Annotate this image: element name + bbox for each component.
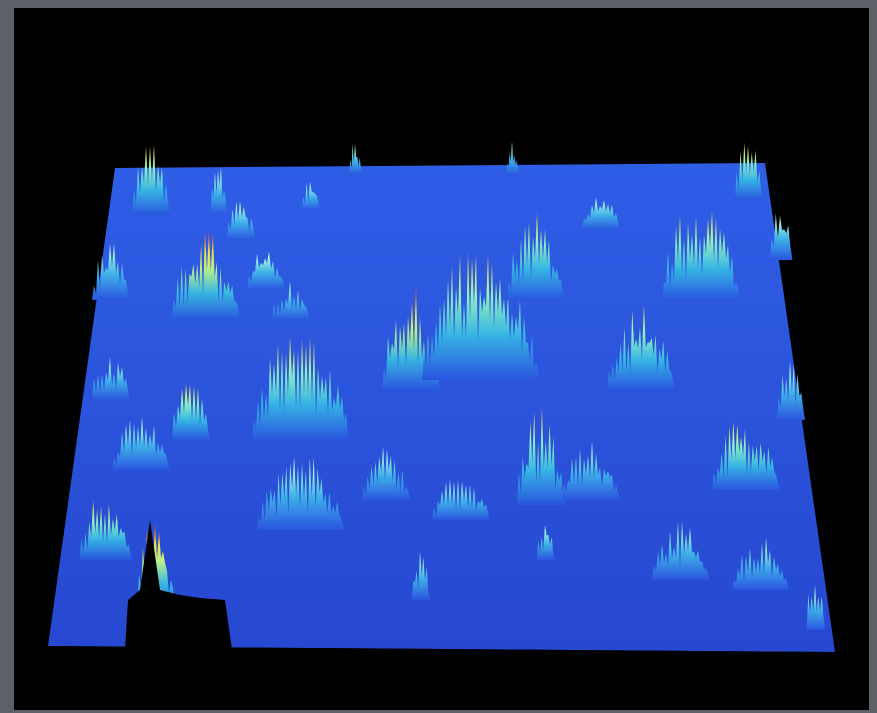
peak bbox=[650, 521, 710, 580]
peak bbox=[170, 384, 210, 440]
peak bbox=[660, 211, 740, 300]
peak bbox=[130, 144, 170, 215]
peak bbox=[110, 416, 170, 470]
peak bbox=[170, 228, 240, 320]
peak bbox=[245, 251, 285, 290]
peak bbox=[420, 252, 540, 380]
peak bbox=[535, 524, 555, 560]
peak bbox=[348, 144, 362, 175]
peak bbox=[560, 440, 620, 500]
peak bbox=[90, 243, 130, 300]
peak bbox=[505, 212, 565, 300]
peak bbox=[300, 181, 320, 210]
peak bbox=[225, 201, 255, 240]
peak bbox=[270, 281, 310, 320]
peak bbox=[77, 500, 133, 560]
peak bbox=[90, 357, 130, 400]
peak bbox=[805, 584, 825, 630]
peak bbox=[209, 167, 227, 215]
peak bbox=[250, 336, 350, 440]
peak bbox=[515, 406, 565, 505]
peak bbox=[255, 456, 345, 530]
peak bbox=[505, 141, 519, 175]
front-shadow bbox=[125, 520, 232, 650]
peaks bbox=[77, 141, 825, 630]
peak bbox=[730, 537, 790, 590]
peak bbox=[410, 551, 430, 600]
peak bbox=[430, 479, 490, 520]
surface-floor bbox=[48, 163, 835, 652]
peak bbox=[360, 446, 410, 500]
peak bbox=[580, 197, 620, 230]
peak bbox=[733, 142, 763, 200]
peak bbox=[767, 213, 793, 260]
peak bbox=[605, 304, 675, 390]
peak bbox=[775, 360, 805, 420]
peak bbox=[710, 421, 780, 490]
surface-edge bbox=[48, 646, 835, 660]
